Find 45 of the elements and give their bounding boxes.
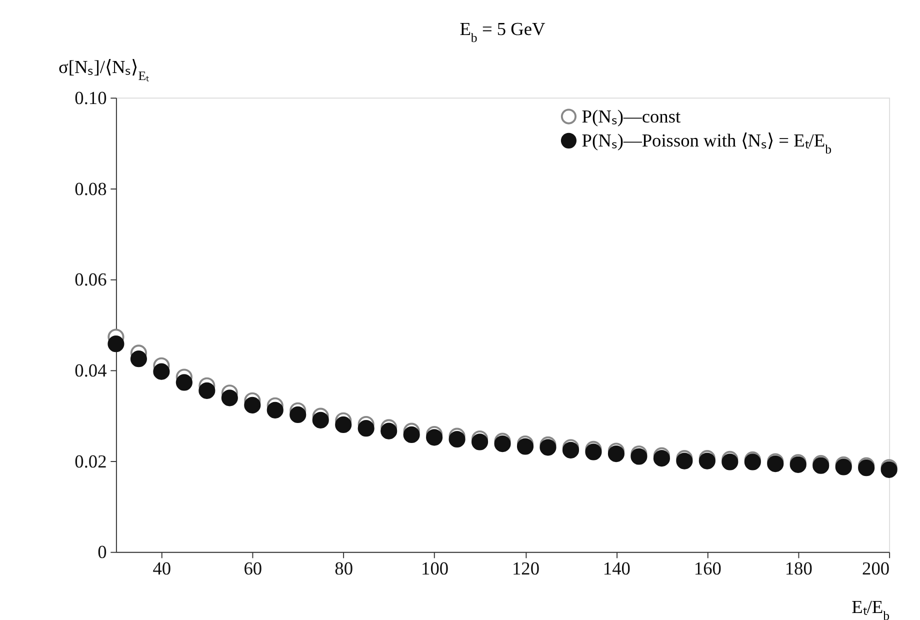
- x-tick-label: 60: [244, 558, 262, 579]
- point: [494, 436, 511, 452]
- y-tick-label: 0.04: [74, 360, 107, 380]
- x-tick-label: 180: [784, 558, 812, 579]
- x-tick-label: 140: [602, 558, 630, 579]
- x-tick-label: 200: [862, 558, 890, 579]
- x-tick-label: 80: [334, 558, 354, 579]
- point: [221, 390, 238, 406]
- point: [335, 416, 352, 433]
- x-tick-label: 120: [512, 558, 540, 579]
- legend-label: P(Nₛ)—const: [582, 106, 681, 126]
- point: [244, 396, 261, 414]
- y-tick-label: 0.10: [74, 88, 107, 108]
- point: [653, 450, 670, 467]
- legend-label: P(Nₛ)—Poisson with ⟨Nₛ⟩ = Eₜ/E$_{b}$: [582, 130, 832, 156]
- point: [312, 412, 329, 428]
- point: [426, 429, 443, 446]
- y-tick-label: 0.02: [74, 451, 107, 472]
- x-tick-label: 100: [421, 558, 449, 579]
- y-tick-label: 0: [98, 542, 107, 562]
- point: [108, 336, 124, 352]
- point: [403, 426, 420, 443]
- chart-title: E$_{b}$ = 5 GeV: [460, 18, 546, 45]
- point: [130, 350, 148, 368]
- point: [630, 448, 648, 465]
- y-tick-label: 0.06: [74, 270, 107, 290]
- point: [176, 374, 192, 391]
- y-axis-title: σ[Nₛ]/⟨Nₛ⟩$_{Eₜ}$: [58, 57, 150, 84]
- point: [744, 454, 761, 470]
- y-tick-label: 0.08: [74, 178, 107, 199]
- point: [290, 406, 306, 423]
- point: [722, 454, 738, 470]
- point: [585, 444, 602, 460]
- x-tick-label: 40: [152, 558, 172, 579]
- point: [540, 439, 556, 456]
- point: [471, 434, 488, 450]
- point: [266, 402, 284, 418]
- point: [198, 382, 216, 399]
- x-tick-label: 160: [694, 558, 722, 579]
- point: [358, 420, 374, 437]
- point: [448, 430, 466, 448]
- point: [380, 422, 398, 440]
- point: [153, 363, 170, 380]
- point: [608, 445, 625, 462]
- point: [835, 458, 852, 476]
